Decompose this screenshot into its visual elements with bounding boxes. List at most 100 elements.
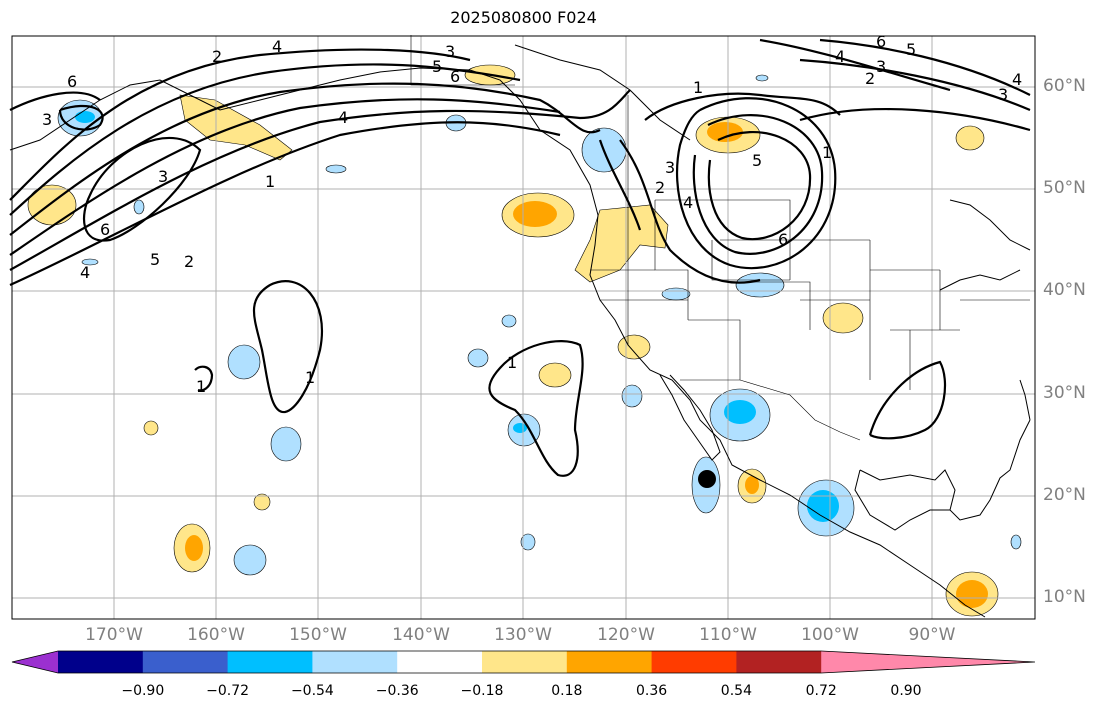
contour-label: 5	[432, 57, 442, 76]
contour-label: 1	[507, 353, 517, 372]
anomaly-patch	[227, 344, 261, 380]
colorbar-segment	[736, 651, 822, 673]
anomaly-patch	[1010, 534, 1022, 550]
contour-label: 1	[693, 78, 703, 97]
colorbar-tick-label: −0.90	[121, 683, 165, 699]
colorbar-segment	[227, 651, 313, 673]
anomaly-patch	[270, 426, 302, 462]
lon-label: 160°W	[187, 625, 245, 645]
lat-label: 40°N	[1043, 280, 1086, 300]
contour-label: 2	[865, 69, 875, 88]
lat-label: 60°N	[1043, 76, 1086, 96]
contour-label: 3	[876, 57, 886, 76]
contour-label: 2	[212, 47, 222, 66]
map-frame	[11, 35, 1036, 620]
anomaly-patch	[185, 535, 203, 561]
contour-label: 4	[338, 108, 348, 127]
contour-label: 4	[80, 263, 90, 282]
contour-label: 3	[158, 167, 168, 186]
contour-label: 2	[184, 252, 194, 271]
contour-label: 5	[150, 250, 160, 269]
anomaly-patch	[661, 287, 691, 301]
colorbar-segment	[566, 651, 653, 673]
anomaly-patch	[574, 204, 669, 283]
anomaly-patch	[724, 400, 756, 424]
shaded-field	[27, 64, 1022, 617]
anomaly-patch	[143, 420, 159, 436]
colorbar-segment	[651, 651, 737, 673]
state-borders	[410, 35, 1030, 441]
plot-title: 2025080800 F024	[450, 8, 597, 27]
colorbar-segment	[312, 651, 398, 673]
anomaly-patch	[253, 493, 271, 511]
contour-label: 6	[67, 72, 77, 91]
anomaly-patch	[755, 74, 769, 82]
anomaly-patch	[621, 384, 643, 408]
colorbar-tick-label: −0.18	[460, 683, 504, 699]
anomaly-patch	[956, 580, 988, 608]
colorbar-tick-label: −0.36	[375, 683, 419, 699]
lon-label: 140°W	[392, 625, 450, 645]
contour-label: 4	[683, 193, 693, 212]
contour-label: 4	[1012, 70, 1022, 89]
contour-label: 6	[450, 67, 460, 86]
anomaly-patch	[707, 122, 743, 142]
lon-label: 120°W	[597, 625, 655, 645]
contour-label: 1	[822, 143, 832, 162]
lat-label: 50°N	[1043, 178, 1086, 198]
anomaly-patch	[467, 348, 489, 368]
location-marker	[698, 470, 716, 488]
coastlines	[9, 44, 1031, 618]
anomaly-patch	[501, 314, 517, 328]
contour-label: 5	[906, 40, 916, 59]
contour-label: 1	[196, 377, 206, 396]
anomaly-patch	[745, 476, 759, 494]
contour-label: 4	[835, 47, 845, 66]
contour-label: 3	[445, 42, 455, 61]
lon-label: 150°W	[289, 625, 347, 645]
lon-label: 110°W	[699, 625, 757, 645]
lat-label: 10°N	[1043, 587, 1086, 607]
contour-label: 1	[265, 172, 275, 191]
colorbar-tick-label: 0.90	[890, 683, 922, 699]
gridlines	[12, 36, 1035, 619]
colorbar-segment	[142, 651, 229, 673]
contour-label: 3	[42, 110, 52, 129]
colorbar-tick-label: 0.36	[636, 683, 668, 699]
anomaly-patch	[538, 362, 572, 388]
lat-label: 30°N	[1043, 383, 1086, 403]
colorbar-tick-label: −0.72	[206, 683, 250, 699]
anomaly-patch	[617, 334, 651, 360]
colorbar-tick-label: 0.54	[720, 683, 752, 699]
lat-label: 20°N	[1043, 485, 1086, 505]
lon-label: 130°W	[494, 625, 552, 645]
anomaly-patch	[955, 125, 985, 151]
anomaly-patch	[75, 111, 95, 123]
anomaly-patch	[513, 423, 527, 433]
anomaly-patch	[233, 544, 267, 576]
colorbar-outline	[11, 650, 1036, 674]
anomaly-patch	[513, 201, 557, 227]
colorbar-tick-label: 0.18	[551, 683, 583, 699]
contour-label: 2	[655, 178, 665, 197]
colorbar-tick-label: −0.54	[290, 683, 334, 699]
contour-label: 1	[305, 368, 315, 387]
contour-label: 6	[876, 32, 886, 51]
contour-lines	[9, 38, 1031, 477]
contour-labels: 3 6 2 4 4 1 3 6 4 5 2 3 5 6 1 5 3 2 4 6 …	[42, 32, 1022, 396]
anomaly-patch	[81, 258, 99, 266]
contour-label: 3	[665, 158, 675, 177]
anomaly-patch	[807, 490, 839, 522]
contour-label: 5	[752, 151, 762, 170]
colorbar-segment	[58, 651, 144, 673]
contour-label: 4	[272, 37, 282, 56]
contour-label: 6	[100, 220, 110, 239]
colorbar	[11, 650, 1036, 674]
lon-label: 90°W	[908, 625, 956, 645]
lon-label: 100°W	[801, 625, 859, 645]
colorbar-segment	[397, 651, 483, 673]
colorbar-extend-max	[821, 651, 1035, 673]
colorbar-tick-label: 0.72	[805, 683, 837, 699]
anomaly-patch	[822, 302, 864, 334]
